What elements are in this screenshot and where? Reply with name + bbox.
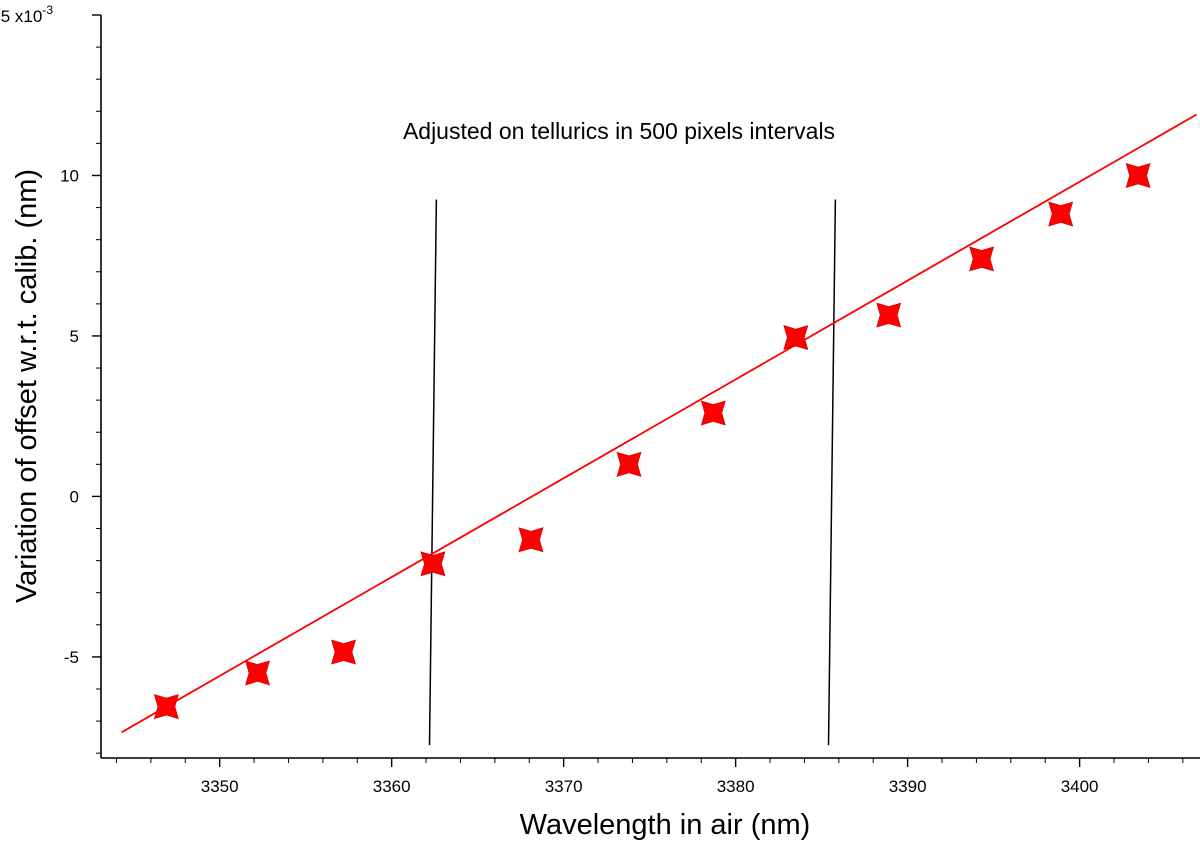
data-point-marker xyxy=(876,302,902,328)
y-axis-title: Variation of offset w.r.t. calib. (nm) xyxy=(11,169,43,603)
x-tick-label: 3360 xyxy=(373,777,411,796)
data-point-marker xyxy=(616,451,642,477)
y-tick-label: 0 xyxy=(70,487,79,506)
data-point-marker xyxy=(331,639,356,665)
data-point-marker xyxy=(153,694,179,720)
interval-boundaries xyxy=(428,199,837,746)
annotation-text: Adjusted on tellurics in 500 pixels inte… xyxy=(403,118,835,144)
x-tick-label: 3400 xyxy=(1061,777,1099,796)
data-point-marker xyxy=(420,551,446,577)
data-points xyxy=(153,163,1151,720)
chart-labels: Adjusted on tellurics in 500 pixels inte… xyxy=(0,3,835,841)
interval-boundary-line xyxy=(827,199,837,746)
data-point-marker xyxy=(518,527,544,553)
data-point-marker xyxy=(245,660,270,686)
y-tick-label: 5 xyxy=(70,327,79,346)
x-axis-title: Wavelength in air (nm) xyxy=(520,809,811,841)
data-point-marker xyxy=(783,325,809,351)
data-point-marker xyxy=(969,246,995,272)
x-tick-label: 3350 xyxy=(201,777,239,796)
y-scale-exponent: -3 xyxy=(42,3,53,17)
interval-boundary-line xyxy=(428,199,438,746)
fit-line-group xyxy=(121,113,1198,734)
y-scale-base: 15 x10 xyxy=(0,7,42,26)
x-tick-label: 3380 xyxy=(717,777,755,796)
data-point-marker xyxy=(1125,163,1151,188)
fit-line xyxy=(121,113,1198,734)
data-point-marker xyxy=(1048,201,1074,227)
x-tick-label: 3370 xyxy=(545,777,583,796)
x-tick-label: 3390 xyxy=(889,777,927,796)
axes: -5 0 5 10 3350 3360 3370 3380 3390 3400 xyxy=(60,14,1200,796)
data-point-marker xyxy=(700,400,726,426)
y-tick-label: 10 xyxy=(60,166,79,185)
y-scale-label: 15 x10-3 xyxy=(0,3,53,26)
y-tick-label: -5 xyxy=(64,648,79,667)
